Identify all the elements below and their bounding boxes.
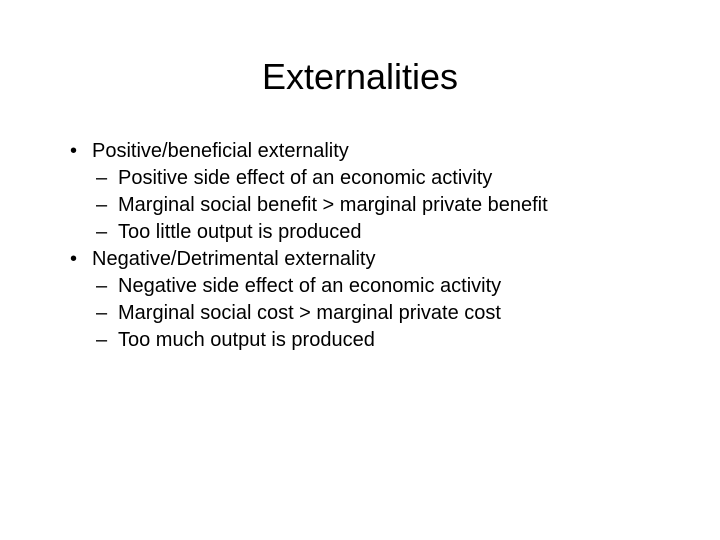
sub-bullet-list: Positive side effect of an economic acti… [92,165,680,246]
sub-bullet-item: Marginal social cost > marginal private … [92,300,680,327]
slide: Externalities Positive/beneficial extern… [0,0,720,540]
slide-title: Externalities [0,0,720,138]
sub-bullet-item: Negative side effect of an economic acti… [92,273,680,300]
sub-bullet-item: Too much output is produced [92,327,680,354]
slide-body: Positive/beneficial externality Positive… [0,138,720,354]
sub-bullet-item: Too little output is produced [92,219,680,246]
bullet-text: Positive/beneficial externality [92,140,349,162]
sub-bullet-text: Marginal social cost > marginal private … [118,302,501,324]
sub-bullet-text: Too much output is produced [118,329,375,351]
sub-bullet-text: Positive side effect of an economic acti… [118,167,492,189]
sub-bullet-item: Marginal social benefit > marginal priva… [92,192,680,219]
bullet-item: Negative/Detrimental externality Negativ… [66,246,680,354]
sub-bullet-item: Positive side effect of an economic acti… [92,165,680,192]
bullet-list: Positive/beneficial externality Positive… [66,138,680,354]
sub-bullet-text: Negative side effect of an economic acti… [118,275,501,297]
sub-bullet-list: Negative side effect of an economic acti… [92,273,680,354]
sub-bullet-text: Marginal social benefit > marginal priva… [118,194,548,216]
bullet-item: Positive/beneficial externality Positive… [66,138,680,246]
sub-bullet-text: Too little output is produced [118,221,362,243]
bullet-text: Negative/Detrimental externality [92,248,375,270]
